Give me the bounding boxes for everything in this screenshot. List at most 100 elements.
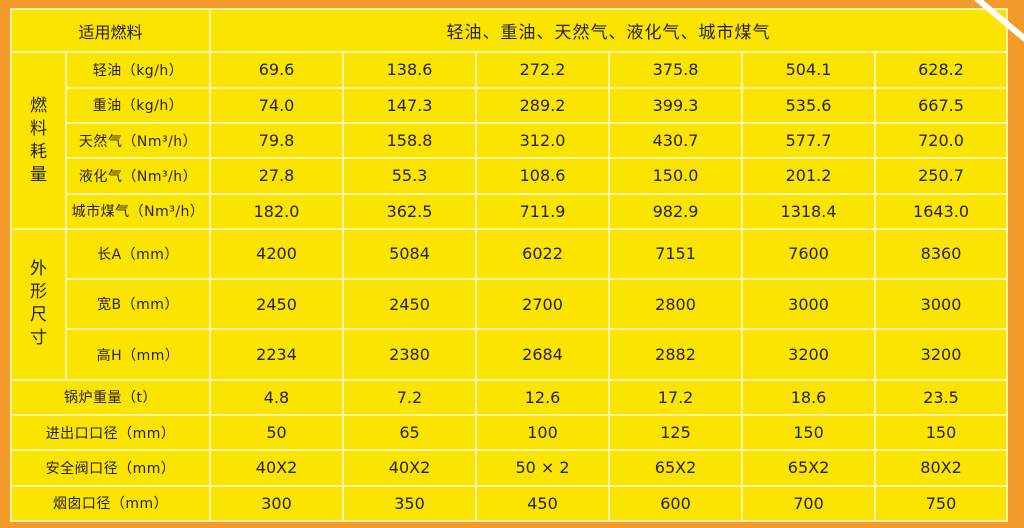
table-cell: 23.5 [874, 378, 1009, 416]
row-label: 宽B（mm） [64, 278, 212, 331]
table-cell: 5084 [342, 227, 478, 281]
table-cell: 2882 [608, 328, 744, 381]
table-cell: 399.3 [608, 86, 744, 124]
row-label: 进出口口径（mm） [9, 413, 212, 452]
table-cell: 700 [741, 484, 877, 523]
table-cell: 182.0 [209, 192, 345, 230]
group-char: 量 [30, 164, 47, 185]
table-cell: 138.6 [342, 51, 478, 89]
table-cell: 4.8 [209, 378, 345, 416]
table-cell: 3000 [741, 278, 877, 331]
table-cell: 150 [741, 413, 877, 452]
table-cell: 289.2 [475, 86, 611, 124]
table-cell: 50 [209, 413, 345, 452]
table-cell: 40X2 [209, 449, 345, 487]
table-cell: 8360 [874, 227, 1009, 281]
table-cell: 6022 [475, 227, 611, 281]
table-cell: 2380 [342, 328, 478, 381]
boiler-spec-table: 适用燃料 轻油、重油、天然气、液化气、城市煤气 燃料耗量轻油（kg/h） 69.6… [9, 7, 1009, 523]
row-label: 液化气（Nm³/h） [64, 157, 212, 195]
table-row: 安全阀口径（mm） 40X2 40X2 50 × 2 65X2 65X2 80X2 [9, 449, 1009, 487]
table-cell: 2234 [209, 328, 345, 381]
group-char: 料 [30, 118, 47, 139]
table-cell: 300 [209, 484, 345, 523]
table-cell: 2450 [209, 278, 345, 331]
table-cell: 1318.4 [741, 192, 877, 230]
table-row: 宽B（mm） 2450 2450 2700 2800 3000 3000 [11, 278, 1009, 331]
group-char: 外 [30, 259, 47, 280]
table-cell: 50 × 2 [475, 449, 611, 487]
table-row: 天然气（Nm³/h） 79.8 158.8 312.0 430.7 577.7 720.0 [11, 121, 1009, 160]
table-cell: 65 [342, 413, 478, 452]
table-cell: 100 [475, 413, 611, 452]
table-cell: 430.7 [608, 121, 744, 160]
table-cell: 667.5 [874, 86, 1009, 124]
table-cell: 125 [608, 413, 744, 452]
table-cell: 535.6 [741, 86, 877, 124]
table-cell: 711.9 [475, 192, 611, 230]
row-label: 重油（kg/h） [64, 86, 212, 124]
table-cell: 74.0 [209, 86, 345, 124]
table-cell: 1643.0 [874, 192, 1009, 230]
table-cell: 201.2 [741, 157, 877, 195]
table-cell: 720.0 [874, 121, 1009, 160]
group-char: 形 [30, 282, 47, 303]
row-label: 城市煤气（Nm³/h） [64, 192, 212, 230]
table-cell: 65X2 [741, 449, 877, 487]
table-cell: 65X2 [608, 449, 744, 487]
table-cell: 250.7 [874, 157, 1009, 195]
table-cell: 158.8 [342, 121, 478, 160]
table-cell: 312.0 [475, 121, 611, 160]
table-cell: 3000 [874, 278, 1009, 331]
table-cell: 350 [342, 484, 478, 523]
table-cell: 577.7 [741, 121, 877, 160]
table-cell: 272.2 [475, 51, 611, 89]
table-cell: 7.2 [342, 378, 478, 416]
table-cell: 18.6 [741, 378, 877, 416]
table-cell: 2800 [608, 278, 744, 331]
group-char: 耗 [30, 141, 47, 162]
row-label: 高H（mm） [64, 328, 212, 381]
table-cell: 150.0 [608, 157, 744, 195]
table-cell: 150 [874, 413, 1009, 452]
group-char: 寸 [30, 328, 47, 349]
table-cell: 600 [608, 484, 744, 523]
table-cell: 55.3 [342, 157, 478, 195]
row-label: 烟囱口径（mm） [9, 484, 212, 523]
table-cell: 79.8 [209, 121, 345, 160]
table-cell: 2684 [475, 328, 611, 381]
table-cell: 7151 [608, 227, 744, 281]
table-cell: 108.6 [475, 157, 611, 195]
table-cell: 27.8 [209, 157, 345, 195]
fuel-type-value: 轻油、重油、天然气、液化气、城市煤气 [209, 7, 1009, 54]
table-cell: 12.6 [475, 378, 611, 416]
table-cell: 40X2 [342, 449, 478, 487]
table-cell: 3200 [874, 328, 1009, 381]
header-row: 适用燃料 轻油、重油、天然气、液化气、城市煤气 [9, 7, 1009, 54]
table-cell: 750 [874, 484, 1009, 523]
table-row: 锅炉重量（t） 4.8 7.2 12.6 17.2 18.6 23.5 [9, 378, 1009, 416]
group-char: 燃 [30, 95, 47, 116]
table-row: 燃料耗量轻油（kg/h） 69.6 138.6 272.2 375.8 504.1 628.… [10, 51, 1009, 230]
table-cell: 147.3 [342, 86, 478, 124]
table-cell: 628.2 [874, 51, 1009, 89]
table-row: 烟囱口径（mm） 300 350 450 600 700 750 [9, 484, 1009, 523]
group-fuel-consumption: 燃料耗量 [10, 51, 67, 230]
table-cell: 2700 [475, 278, 611, 331]
group-char: 尺 [30, 305, 47, 326]
table-cell: 504.1 [741, 51, 877, 89]
table-row: 液化气（Nm³/h） 27.8 55.3 108.6 150.0 201.2 250.7 [11, 157, 1009, 195]
table-row: 重油（kg/h） 74.0 147.3 289.2 399.3 535.6 667.5 [11, 86, 1009, 124]
table-cell: 69.6 [209, 51, 345, 89]
row-label: 锅炉重量（t） [9, 378, 212, 416]
table-cell: 2450 [342, 278, 478, 331]
table-cell: 7600 [741, 227, 877, 281]
row-label: 长A（mm） [64, 227, 212, 281]
table-cell: 3200 [741, 328, 877, 381]
table-cell: 375.8 [608, 51, 744, 89]
row-label: 轻油（kg/h） [64, 51, 212, 89]
fuel-type-label: 适用燃料 [9, 7, 212, 54]
table-row: 进出口口径（mm） 50 65 100 125 150 150 [9, 413, 1009, 452]
table-cell: 17.2 [608, 378, 744, 416]
table-row: 城市煤气（Nm³/h） 182.0 362.5 711.9 982.9 1318.4 164… [11, 192, 1009, 230]
